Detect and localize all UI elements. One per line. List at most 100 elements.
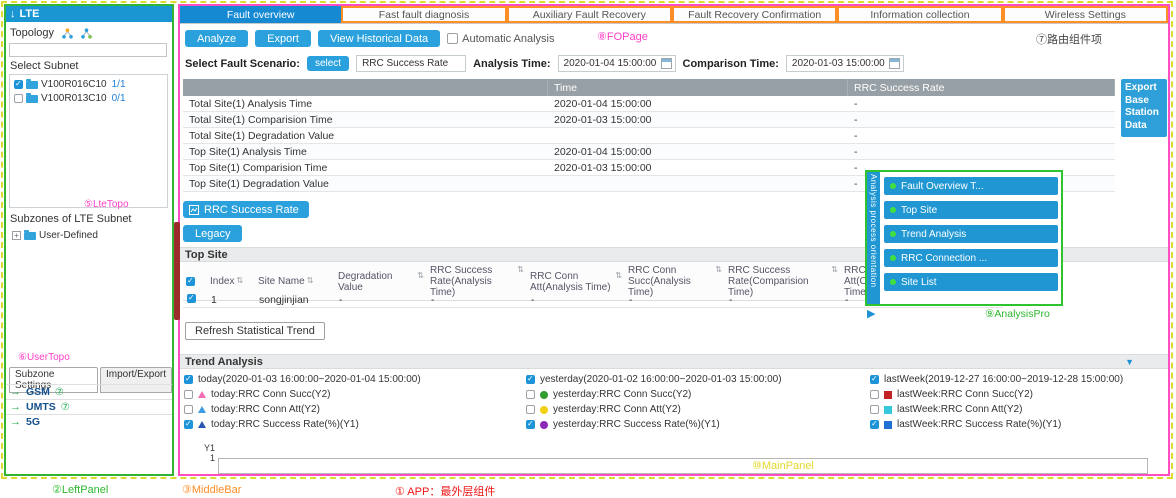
legend-series[interactable]: lastWeek:RRC Conn Succ(Y2) bbox=[870, 387, 1166, 402]
col-site-name[interactable]: Site Name ⇅ bbox=[258, 276, 314, 287]
topology-network-icon[interactable] bbox=[62, 27, 73, 39]
scroll-right-icon[interactable]: ▶ bbox=[867, 308, 876, 320]
export-button[interactable]: Export bbox=[255, 30, 311, 47]
table-row[interactable]: Top Site(1) Analysis Time 2020-01-04 15:… bbox=[183, 144, 1115, 160]
export-base-station-button[interactable]: Export Base Station Data bbox=[1121, 79, 1167, 137]
tab-auxiliary-fault-recovery[interactable]: Auxiliary Fault Recovery bbox=[506, 6, 672, 23]
sort-icon[interactable]: ⇅ bbox=[306, 276, 314, 285]
sort-icon[interactable]: ⇅ bbox=[615, 270, 622, 280]
automatic-analysis-option[interactable]: Automatic Analysis bbox=[447, 33, 555, 45]
tree-item-v100r013c10[interactable]: V100R013C10 0/1 bbox=[10, 91, 167, 105]
analysis-process-strip: Analysis process orientation bbox=[867, 172, 880, 304]
row-label: Top Site(1) Analysis Time bbox=[189, 145, 307, 158]
row-time: 2020-01-04 15:00:00 bbox=[554, 97, 652, 110]
col-rate-analysis[interactable]: RRC Success Rate(Analysis Time) ⇅ bbox=[430, 265, 524, 298]
sort-icon[interactable]: ⇅ bbox=[417, 270, 424, 280]
legend-series[interactable]: yesterday:RRC Conn Att(Y2) bbox=[526, 402, 870, 417]
tab-fault-recovery-confirmation[interactable]: Fault Recovery Confirmation bbox=[671, 6, 838, 23]
row-rrc: - bbox=[854, 113, 858, 126]
col-index[interactable]: Index ⇅ bbox=[210, 276, 244, 287]
accordion-gsm[interactable]: → GSM ⑦ bbox=[6, 384, 172, 399]
col-succ-analysis[interactable]: RRC Conn Succ(Analysis Time) ⇅ bbox=[628, 265, 722, 298]
analysis-time-input[interactable]: 2020-01-04 15:00:00 bbox=[557, 55, 676, 72]
legend-series[interactable]: lastWeek:RRC Success Rate(%)(Y1) bbox=[870, 417, 1166, 432]
nav-trend-analysis[interactable]: Trend Analysis bbox=[884, 225, 1058, 243]
cell-rate-comparision: - bbox=[729, 294, 733, 306]
col-degradation[interactable]: Degradation Value ⇅ bbox=[338, 270, 424, 293]
legend-group-checkbox[interactable] bbox=[870, 374, 879, 384]
accordion-umts[interactable]: → UMTS ⑦ bbox=[6, 399, 172, 414]
tab-fast-fault-diagnosis[interactable]: Fast fault diagnosis bbox=[341, 6, 507, 23]
row-checkbox[interactable] bbox=[187, 293, 196, 303]
legend-checkbox[interactable] bbox=[870, 390, 879, 399]
tree-item-v100r016c10[interactable]: V100R016C10 1/1 bbox=[10, 77, 167, 91]
sort-icon[interactable]: ⇅ bbox=[831, 265, 838, 274]
legend-checkbox[interactable] bbox=[526, 390, 535, 399]
nav-label: Trend Analysis bbox=[901, 228, 967, 240]
legend-group-lastweek[interactable]: lastWeek(2019-12-27 16:00:00~2019-12-28 … bbox=[870, 372, 1166, 387]
legend-series[interactable]: today:RRC Conn Succ(Y2) bbox=[184, 387, 526, 402]
nav-site-list[interactable]: Site List bbox=[884, 273, 1058, 291]
nav-fault-overview-table[interactable]: Fault Overview T... bbox=[884, 177, 1058, 195]
annotation-main-panel: ⑩MainPanel bbox=[752, 460, 814, 472]
legend-checkbox[interactable] bbox=[184, 390, 193, 399]
accordion-5g[interactable]: → 5G bbox=[6, 414, 172, 429]
view-historical-data-button[interactable]: View Historical Data bbox=[317, 30, 441, 47]
tab-import-export[interactable]: Import/Export bbox=[99, 367, 172, 393]
sort-icon[interactable]: ⇅ bbox=[236, 276, 244, 285]
series-marker-circle bbox=[540, 420, 548, 429]
user-defined-item[interactable]: + User-Defined bbox=[8, 228, 98, 242]
legend-group-today[interactable]: today(2020-01-03 16:00:00~2020-01-04 15:… bbox=[184, 372, 526, 387]
legend-checkbox[interactable] bbox=[526, 405, 535, 414]
table-row[interactable]: Total Site(1) Degradation Value - bbox=[183, 128, 1115, 144]
legend-series[interactable]: lastWeek:RRC Conn Att(Y2) bbox=[870, 402, 1166, 417]
legend-series[interactable]: today:RRC Conn Att(Y2) bbox=[184, 402, 526, 417]
legend-group-checkbox[interactable] bbox=[526, 374, 535, 384]
sort-icon[interactable]: ⇅ bbox=[715, 265, 722, 274]
expander-icon[interactable]: + bbox=[12, 230, 21, 240]
tab-fault-overview[interactable]: Fault overview bbox=[180, 6, 342, 23]
lte-panel-header[interactable]: ↓ LTE bbox=[6, 6, 172, 22]
legend-group-yesterday[interactable]: yesterday(2020-01-02 16:00:00~2020-01-03… bbox=[526, 372, 870, 387]
automatic-analysis-checkbox[interactable] bbox=[447, 33, 459, 44]
scenario-value-field[interactable]: RRC Success Rate bbox=[356, 55, 467, 72]
legend-checkbox[interactable] bbox=[526, 419, 535, 429]
legend-period-label: today(2020-01-03 16:00:00~2020-01-04 15:… bbox=[198, 374, 421, 385]
tab-wireless-settings[interactable]: Wireless Settings bbox=[1002, 6, 1168, 23]
sort-icon[interactable]: ⇅ bbox=[517, 265, 524, 274]
calendar-icon[interactable] bbox=[888, 58, 900, 69]
comparison-time-input[interactable]: 2020-01-03 15:00:00 bbox=[785, 55, 904, 72]
annotation-analysis-pro: ⑨AnalysisPro bbox=[985, 308, 1050, 320]
top-site-row[interactable]: 1 songjinjian - - - - - - bbox=[183, 293, 1003, 308]
subnet-search-input[interactable] bbox=[9, 43, 167, 57]
topology-subnet-icon[interactable] bbox=[81, 27, 92, 39]
legend-series[interactable]: yesterday:RRC Conn Succ(Y2) bbox=[526, 387, 870, 402]
rrc-success-rate-kpi-button[interactable]: RRC Success Rate bbox=[183, 201, 309, 218]
table-row[interactable]: Total Site(1) Analysis Time 2020-01-04 1… bbox=[183, 96, 1115, 112]
legend-group-checkbox[interactable] bbox=[184, 374, 193, 384]
subnet-checkbox[interactable] bbox=[14, 93, 23, 103]
legend-series[interactable]: today:RRC Success Rate(%)(Y1) bbox=[184, 417, 526, 432]
legend-checkbox[interactable] bbox=[184, 405, 193, 414]
collapse-arrow-icon: ↓ bbox=[10, 8, 16, 20]
table-row[interactable]: Total Site(1) Comparision Time 2020-01-0… bbox=[183, 112, 1115, 128]
nav-top-site[interactable]: Top Site bbox=[884, 201, 1058, 219]
legend-checkbox[interactable] bbox=[870, 405, 879, 414]
legend-checkbox[interactable] bbox=[184, 419, 193, 429]
legend-checkbox[interactable] bbox=[870, 419, 879, 429]
tab-information-collection[interactable]: Information collection bbox=[837, 6, 1003, 23]
col-att-analysis[interactable]: RRC Conn Att(Analysis Time) ⇅ bbox=[530, 270, 622, 293]
legacy-button[interactable]: Legacy bbox=[183, 225, 243, 242]
collapse-trend-icon[interactable]: ▼ bbox=[1125, 357, 1134, 367]
analyze-button[interactable]: Analyze bbox=[185, 30, 249, 47]
refresh-statistical-trend-button[interactable]: Refresh Statistical Trend bbox=[185, 322, 325, 340]
tab-subzone-settings[interactable]: Subzone Settings bbox=[9, 367, 98, 393]
calendar-icon[interactable] bbox=[660, 58, 672, 69]
select-scenario-button[interactable]: select bbox=[306, 56, 350, 71]
nav-rrc-connection[interactable]: RRC Connection ... bbox=[884, 249, 1058, 267]
select-all-checkbox[interactable] bbox=[186, 276, 195, 286]
subnet-checkbox[interactable] bbox=[14, 79, 23, 89]
panel-splitter-handle[interactable] bbox=[174, 222, 180, 320]
legend-series[interactable]: yesterday:RRC Success Rate(%)(Y1) bbox=[526, 417, 870, 432]
col-rate-comparision[interactable]: RRC Success Rate(Comparision Time) ⇅ bbox=[728, 265, 838, 298]
